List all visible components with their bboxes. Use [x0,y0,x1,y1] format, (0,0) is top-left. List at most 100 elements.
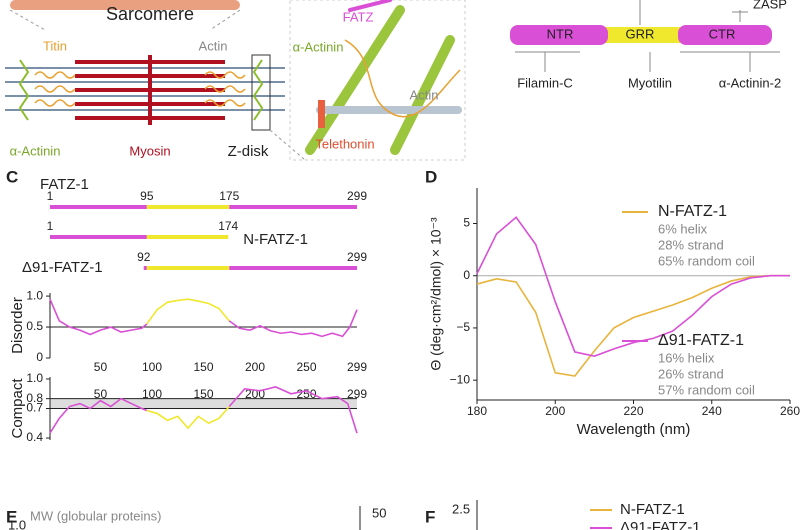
y-axis-label: Compact [9,378,26,439]
muscle-fiber [10,0,240,10]
actin-filaments [5,67,285,111]
x-tick-label: 150 [193,387,213,401]
titin [34,71,246,107]
annotation: 6% helix [658,221,708,236]
y-tick-label: 0.5 [26,319,43,333]
panel-label: F [425,507,435,526]
legend-entry: Δ91-FATZ-1 [658,332,744,349]
y-tick-label: 0.7 [26,401,43,415]
y-tick-label: 0 [463,268,470,282]
label: FATZ [343,9,374,24]
x-axis-label: Wavelength (nm) [577,421,691,438]
domain-label: NTR [547,26,574,41]
label: ZASP [753,0,787,11]
label: Z-disk [228,143,269,160]
data-line [49,298,148,336]
data-line [476,274,790,377]
myosin [75,55,225,125]
zoom-line [209,9,241,31]
label: α-Actinin [293,39,344,54]
y-tick-label: 0 [36,350,43,364]
label: Actin [410,87,439,102]
y-tick-label: −10 [450,372,471,386]
x-tick-label: 150 [193,360,213,374]
residue-number: 174 [218,219,238,233]
x-tick-label: 240 [702,404,722,418]
label: MW (globular proteins) [30,508,162,523]
zoom-line [9,9,46,31]
annotation: 57% random coil [658,382,755,397]
zoom-line [269,129,306,161]
residue-number: 1 [47,189,54,203]
z-disk-box [251,54,271,131]
zoom-box [289,0,466,161]
y-tick-label: 1.0 [8,517,26,530]
x-tick-label: 200 [545,404,565,418]
legend-entry: N-FATZ-1 [658,203,727,220]
y2-tick-label: 50 [372,505,386,520]
y-axis-label: Θ (deg·cm²/dmol) × 10⁻³ [428,217,444,371]
annotation: 28% strand [658,237,724,252]
panel-a: Sarcomere Titin Actin α-Actinin Myosin Z… [5,0,466,161]
data-line [228,309,358,338]
label: Myosin [129,143,170,158]
x-tick-label: 100 [142,387,162,401]
panel-b: ZASP NTR GRR CTR Filamin-C Myotilin α-Ac… [510,0,787,90]
x-tick-label: 260 [780,404,800,418]
label: Sarcomere [106,4,194,24]
y-tick-label: 2.5 [452,501,470,516]
threshold-band [50,398,357,409]
legend-entry: N-FATZ-1 [620,501,685,518]
zoom-drawing [305,0,464,155]
z-lines [18,59,264,121]
annotation: 16% helix [658,350,715,365]
domain [510,25,608,45]
y-tick-label: 0.8 [26,391,43,405]
x-tick-label: 180 [467,404,487,418]
label: Titin [43,38,67,53]
x-tick-label: 50 [94,387,108,401]
panel-label: D [425,167,437,186]
y-tick-label: 5 [463,216,470,230]
x-tick-label: 100 [142,360,162,374]
domain [605,27,680,43]
data-line [146,406,230,430]
construct-label: N-FATZ-1 [243,231,308,248]
y-tick-label: 1.0 [26,288,43,302]
residue-number: 1 [47,219,54,233]
residue-number: 299 [347,189,367,203]
residue-number: 92 [137,250,151,264]
residue-number: 175 [219,189,239,203]
domain-label: GRR [626,26,655,41]
residue-number: 95 [140,189,154,203]
y-tick-label: −5 [456,320,470,334]
x-tick-label: 200 [245,360,265,374]
domain [678,25,772,45]
x-tick-label: 50 [94,360,108,374]
annotation: 26% strand [658,366,724,381]
domain-label: CTR [709,26,736,41]
y-tick-label: 1.0 [26,371,43,385]
data-line [476,216,790,357]
annotation: 65% random coil [658,253,755,268]
label: Actin [199,38,228,53]
label: Filamin-C [517,75,573,90]
data-line [49,397,148,434]
x-tick-label: 299 [347,387,367,401]
data-line [146,298,230,325]
legend-entry: Δ91-FATZ-1 [620,519,701,530]
data-line [228,386,358,434]
construct-label: Δ91-FATZ-1 [22,259,103,276]
x-tick-label: 250 [297,387,317,401]
y-axis-label: Disorder [9,297,26,354]
label: α-Actinin-2 [719,75,781,90]
panel-label: E [6,507,17,526]
residue-number: 299 [347,250,367,264]
x-tick-label: 250 [297,360,317,374]
panel-label: C [6,167,18,186]
titin-zoom [344,39,461,118]
x-tick-label: 299 [347,360,367,374]
y-tick-label: 0.4 [26,430,43,444]
